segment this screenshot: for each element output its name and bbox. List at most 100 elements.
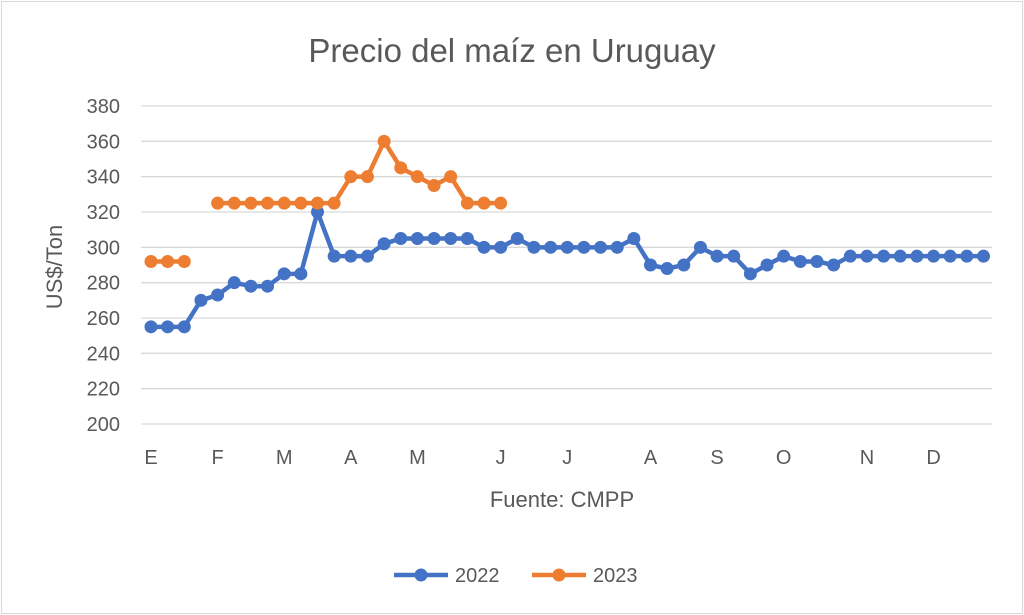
y-tick-label: 240	[87, 343, 120, 365]
data-point	[943, 249, 957, 263]
x-tick-label: O	[776, 447, 792, 469]
x-tick-label: A	[644, 447, 658, 469]
data-point	[693, 240, 707, 254]
data-point	[827, 258, 841, 272]
x-tick-label: D	[926, 447, 940, 469]
chart-title: Precio del maíz en Uruguay	[308, 32, 716, 69]
data-point	[227, 196, 241, 210]
data-point	[477, 196, 491, 210]
y-tick-label: 320	[87, 202, 120, 224]
data-point	[710, 249, 724, 263]
data-point	[877, 249, 891, 263]
data-point	[327, 249, 341, 263]
data-point	[444, 232, 458, 245]
data-point	[960, 249, 974, 263]
y-tick-label: 260	[87, 308, 120, 330]
data-point	[843, 249, 857, 263]
data-point	[344, 170, 358, 184]
data-point	[477, 240, 491, 254]
x-tick-label: J	[496, 447, 506, 469]
data-point	[344, 249, 358, 263]
y-tick-label: 340	[87, 167, 120, 189]
data-point	[460, 232, 474, 245]
legend: 2022 2023	[394, 565, 638, 587]
y-axis-title: US$/Ton	[42, 225, 67, 309]
legend-marker	[414, 568, 428, 582]
data-point	[610, 240, 624, 254]
data-point	[277, 196, 291, 210]
data-point	[760, 258, 774, 272]
data-point	[377, 237, 391, 251]
data-point	[211, 288, 225, 302]
data-point	[594, 240, 608, 254]
x-tick-label: M	[409, 447, 426, 469]
y-tick-label: 220	[87, 379, 120, 401]
y-axis-ticks: 200 220 240 260 280 300 320 340 360 380	[87, 96, 120, 436]
x-tick-label: F	[211, 447, 223, 469]
legend-item-2023: 2023	[532, 565, 638, 587]
data-point	[577, 240, 591, 254]
data-point	[560, 240, 574, 254]
data-point	[793, 254, 807, 268]
y-tick-label: 300	[87, 237, 120, 259]
data-point	[360, 249, 374, 263]
data-point	[410, 232, 424, 245]
data-point	[294, 267, 308, 281]
x-tick-label: M	[276, 447, 293, 469]
data-point	[327, 196, 341, 210]
y-tick-label: 380	[87, 96, 120, 118]
data-point	[860, 249, 874, 263]
data-point	[743, 267, 757, 281]
data-point	[660, 262, 674, 276]
data-point	[194, 293, 208, 307]
data-point	[494, 196, 508, 210]
series-2022	[144, 205, 990, 334]
data-point	[727, 249, 741, 263]
data-point	[444, 170, 458, 184]
data-point	[460, 196, 474, 210]
data-point	[910, 249, 924, 263]
data-point	[427, 232, 441, 245]
data-point	[627, 232, 641, 245]
legend-label: 2022	[455, 565, 500, 587]
data-point	[211, 196, 225, 210]
x-tick-label: S	[710, 447, 723, 469]
legend-marker	[552, 568, 566, 582]
data-point	[977, 249, 990, 263]
data-point	[527, 240, 541, 254]
series-line	[215, 139, 503, 206]
data-point	[144, 254, 158, 268]
data-point	[777, 249, 791, 263]
data-point	[244, 196, 258, 210]
data-point	[644, 258, 657, 272]
data-point	[410, 170, 424, 184]
data-point	[427, 179, 441, 192]
x-tick-label: A	[344, 447, 358, 469]
data-point	[177, 254, 191, 268]
data-point	[510, 232, 524, 245]
series-layer	[144, 134, 990, 334]
data-point	[893, 249, 907, 263]
data-point	[394, 161, 408, 175]
x-axis-title: Fuente: CMPP	[490, 487, 634, 512]
y-tick-label: 200	[87, 414, 120, 436]
data-point	[161, 320, 175, 334]
data-point	[311, 196, 324, 210]
data-point	[377, 134, 391, 148]
x-tick-label: J	[562, 447, 572, 469]
series-line	[148, 209, 986, 330]
data-point	[544, 240, 558, 254]
data-point	[144, 320, 158, 334]
data-point	[810, 254, 824, 268]
data-point	[677, 258, 691, 272]
data-point	[261, 279, 275, 293]
y-tick-label: 280	[87, 273, 120, 295]
legend-label: 2023	[593, 565, 638, 587]
legend-item-2022: 2022	[394, 565, 500, 587]
x-tick-label: E	[144, 447, 157, 469]
data-point	[494, 240, 508, 254]
data-point	[244, 279, 258, 293]
